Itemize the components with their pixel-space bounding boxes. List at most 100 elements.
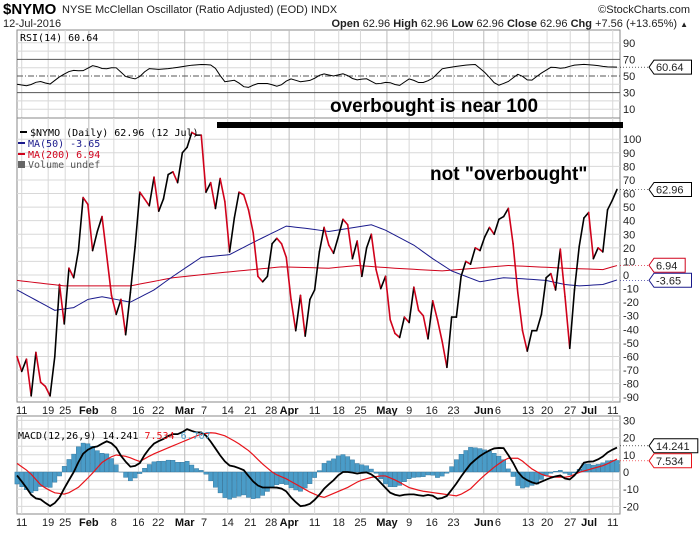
y-tick-label: 60 bbox=[623, 189, 635, 201]
x-tick-label: 21 bbox=[244, 405, 256, 417]
x-tick-label: 16 bbox=[426, 517, 438, 529]
y-tick-label: 10 bbox=[623, 256, 635, 268]
macd-histogram-bar bbox=[185, 461, 189, 472]
low-label: Low bbox=[451, 18, 473, 30]
x-tick-label: May bbox=[376, 405, 398, 417]
macd-legend-signal: 7.534 bbox=[144, 431, 174, 442]
x-tick-label: Mar bbox=[175, 517, 195, 529]
x-tick-label: 20 bbox=[541, 405, 553, 417]
x-tick-label: 7 bbox=[201, 517, 207, 529]
value-tag-label: 60.64 bbox=[656, 62, 684, 74]
macd-histogram-bar bbox=[601, 463, 605, 472]
macd-histogram-bar bbox=[86, 444, 90, 472]
x-tick-label: 6 bbox=[495, 517, 501, 529]
macd-histogram-bar bbox=[487, 451, 491, 472]
macd-histogram-bar bbox=[317, 471, 321, 472]
x-tick-label: 9 bbox=[406, 517, 412, 529]
macd-histogram-bar bbox=[511, 472, 515, 477]
x-tick-label: 7 bbox=[201, 405, 207, 417]
macd-histogram-bar bbox=[454, 460, 458, 472]
up-arrow-icon: ▲ bbox=[680, 20, 688, 29]
y-tick-label: 90 bbox=[623, 148, 635, 160]
macd-legend-histogram: 6.707 bbox=[181, 431, 211, 442]
annotation-bar bbox=[217, 122, 623, 128]
macd-histogram-bar bbox=[237, 472, 241, 496]
x-tick-label: 18 bbox=[333, 405, 345, 417]
macd-legend: MACD(12,26,9) 14.241 7.534 6.707 bbox=[18, 431, 211, 442]
close-value: 62.96 bbox=[540, 18, 568, 30]
volume-icon bbox=[18, 161, 25, 168]
x-tick-label: 11 bbox=[16, 405, 27, 417]
macd-histogram-bar bbox=[322, 463, 326, 472]
macd-histogram-bar bbox=[558, 470, 562, 472]
x-tick-label: 16 bbox=[426, 405, 438, 417]
macd-histogram-bar bbox=[199, 470, 203, 472]
macd-histogram-bar bbox=[161, 461, 165, 472]
macd-histogram-bar bbox=[346, 457, 350, 472]
x-tick-label: Feb bbox=[79, 405, 99, 417]
macd-histogram-bar bbox=[171, 460, 175, 472]
macd-histogram-bar bbox=[213, 472, 217, 487]
y-tick-label: 50 bbox=[623, 202, 635, 214]
macd-histogram-bar bbox=[587, 464, 591, 472]
macd-histogram-bar bbox=[426, 472, 430, 475]
macd-histogram-bar bbox=[190, 465, 194, 472]
macd-histogram-bar bbox=[157, 461, 161, 472]
x-tick-label: 19 bbox=[42, 405, 54, 417]
macd-histogram-bar bbox=[128, 472, 132, 481]
x-tick-label: 9 bbox=[406, 405, 412, 417]
macd-histogram-bar bbox=[402, 472, 406, 482]
y-tick-label: 20 bbox=[623, 243, 635, 255]
x-tick-label: 11 bbox=[16, 517, 27, 529]
x-tick-label: 16 bbox=[132, 517, 144, 529]
macd-histogram-bar bbox=[450, 467, 454, 472]
y-tick-label: -10 bbox=[623, 484, 639, 496]
macd-histogram-bar bbox=[412, 472, 416, 477]
legend-volume: Volume undef bbox=[28, 160, 100, 171]
macd-histogram-bar bbox=[227, 472, 231, 499]
macd-histogram-bar bbox=[383, 472, 387, 484]
x-tick-label: Jul bbox=[581, 405, 597, 417]
macd-histogram-bar bbox=[43, 472, 47, 487]
main-panel: 1009080706050403020100-10-20-30-40-50-60… bbox=[17, 118, 692, 404]
y-tick-label: 10 bbox=[623, 104, 635, 116]
macd-histogram-bar bbox=[360, 465, 364, 472]
y-tick-label: 10 bbox=[623, 450, 635, 462]
macd-histogram-bar bbox=[568, 472, 572, 475]
macd-histogram-bar bbox=[549, 472, 553, 473]
macd-histogram-bar bbox=[416, 472, 420, 477]
y-tick-label: -40 bbox=[623, 324, 639, 336]
x-tick-label: 28 bbox=[265, 405, 277, 417]
x-tick-label: 23 bbox=[447, 517, 459, 529]
macd-histogram-bar bbox=[175, 462, 179, 472]
macd-legend-macd: 14.241 bbox=[102, 431, 138, 442]
macd-histogram-bar bbox=[331, 459, 335, 472]
macd-histogram-bar bbox=[421, 472, 425, 477]
open-value: 62.96 bbox=[363, 18, 391, 30]
macd-histogram-bar bbox=[57, 472, 61, 476]
macd-histogram-bar bbox=[440, 472, 444, 476]
annotation-overbought-near-100: overbought is near 100 bbox=[330, 96, 538, 117]
macd-histogram-bar bbox=[194, 469, 198, 472]
macd-histogram-bar bbox=[388, 472, 392, 487]
y-tick-label: 40 bbox=[623, 216, 635, 228]
macd-histogram-bar bbox=[435, 472, 439, 478]
x-tick-label: 8 bbox=[111, 405, 117, 417]
macd-histogram-bar bbox=[303, 472, 307, 488]
x-tick-label: 25 bbox=[354, 517, 366, 529]
macd-histogram-bar bbox=[459, 454, 463, 472]
legend-nymo: $NYMO (Daily) 62.96 (12 Jul) bbox=[30, 128, 199, 139]
y-tick-label: 30 bbox=[623, 229, 635, 241]
low-value: 62.96 bbox=[476, 18, 504, 30]
x-tick-label: 14 bbox=[222, 405, 234, 417]
macd-histogram-bar bbox=[209, 472, 213, 481]
x-tick-label: May bbox=[376, 517, 398, 529]
y-tick-label: 30 bbox=[623, 88, 635, 100]
macd-histogram-bar bbox=[223, 472, 227, 498]
x-tick-label: 11 bbox=[309, 517, 320, 529]
macd-histogram-bar bbox=[270, 472, 274, 487]
macd-histogram-bar bbox=[341, 455, 345, 472]
x-tick-label: 13 bbox=[522, 405, 534, 417]
macd-histogram-bar bbox=[355, 464, 359, 472]
